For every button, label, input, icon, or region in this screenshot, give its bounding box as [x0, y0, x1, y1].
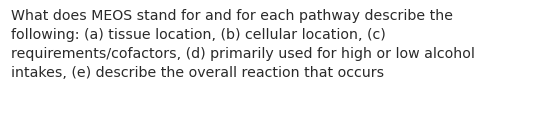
- Text: What does MEOS stand for and for each pathway describe the
following: (a) tissue: What does MEOS stand for and for each pa…: [11, 9, 475, 80]
